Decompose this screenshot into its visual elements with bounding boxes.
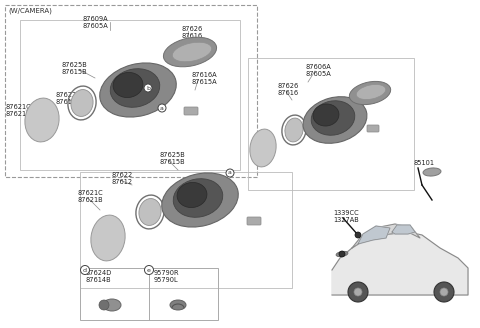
- Text: a: a: [228, 171, 232, 175]
- Text: 87624D
87614B: 87624D 87614B: [85, 270, 111, 283]
- Ellipse shape: [349, 81, 391, 105]
- Circle shape: [144, 265, 154, 275]
- Ellipse shape: [162, 173, 238, 227]
- Ellipse shape: [113, 72, 143, 97]
- Text: a: a: [160, 106, 164, 111]
- Circle shape: [339, 251, 345, 257]
- Ellipse shape: [423, 168, 441, 176]
- FancyBboxPatch shape: [367, 125, 379, 132]
- Ellipse shape: [91, 215, 125, 261]
- Text: 87625B
87615B: 87625B 87615B: [160, 152, 186, 165]
- Text: 87626
87616: 87626 87616: [182, 26, 203, 39]
- Text: b: b: [146, 86, 150, 91]
- Polygon shape: [352, 224, 420, 248]
- FancyBboxPatch shape: [184, 107, 198, 115]
- Text: 87625B
87615B: 87625B 87615B: [62, 62, 88, 75]
- Circle shape: [99, 300, 109, 310]
- Ellipse shape: [303, 97, 367, 143]
- Text: 87616A
87615A: 87616A 87615A: [335, 106, 360, 119]
- Ellipse shape: [163, 37, 216, 67]
- Text: d: d: [83, 268, 87, 273]
- Ellipse shape: [110, 69, 160, 107]
- Polygon shape: [358, 226, 390, 244]
- Polygon shape: [332, 232, 468, 295]
- Ellipse shape: [103, 299, 121, 311]
- Text: e: e: [147, 268, 151, 273]
- Ellipse shape: [177, 182, 207, 208]
- Circle shape: [226, 169, 234, 177]
- Ellipse shape: [336, 251, 348, 257]
- Text: 87616A
87615A: 87616A 87615A: [191, 72, 216, 85]
- Bar: [80, 172, 292, 288]
- Text: 87609A
87605A: 87609A 87605A: [82, 16, 108, 29]
- Ellipse shape: [313, 104, 339, 126]
- Circle shape: [348, 282, 368, 302]
- Bar: [5, 5, 257, 177]
- Bar: [20, 20, 240, 170]
- Ellipse shape: [139, 198, 161, 225]
- Text: 87622
87612: 87622 87612: [112, 172, 133, 185]
- Text: 87606A
87605A: 87606A 87605A: [306, 64, 332, 77]
- Ellipse shape: [100, 63, 176, 117]
- Text: 95790R
95790L: 95790R 95790L: [154, 270, 180, 283]
- Ellipse shape: [311, 101, 355, 135]
- Polygon shape: [392, 225, 415, 234]
- Circle shape: [434, 282, 454, 302]
- Ellipse shape: [170, 300, 186, 310]
- Circle shape: [158, 104, 166, 112]
- Text: 87622
87612: 87622 87612: [55, 92, 76, 105]
- Text: 87621C
87621B: 87621C 87621B: [5, 104, 31, 117]
- Ellipse shape: [250, 129, 276, 167]
- Text: 85101: 85101: [414, 160, 435, 166]
- Ellipse shape: [25, 98, 59, 142]
- Circle shape: [440, 288, 448, 296]
- Circle shape: [144, 84, 152, 92]
- Text: 87626
87616: 87626 87616: [278, 83, 299, 96]
- Bar: [80, 268, 218, 320]
- Ellipse shape: [172, 42, 212, 62]
- Bar: [248, 58, 414, 190]
- Text: 1339CC
1327AB: 1339CC 1327AB: [333, 210, 359, 223]
- Circle shape: [355, 232, 361, 238]
- FancyBboxPatch shape: [247, 217, 261, 225]
- Circle shape: [354, 288, 362, 296]
- Ellipse shape: [173, 179, 223, 217]
- Ellipse shape: [71, 90, 93, 116]
- Ellipse shape: [356, 85, 386, 99]
- Circle shape: [81, 265, 89, 275]
- Text: (W/CAMERA): (W/CAMERA): [8, 8, 52, 14]
- Text: 87621C
87621B: 87621C 87621B: [78, 190, 104, 203]
- Ellipse shape: [285, 118, 303, 142]
